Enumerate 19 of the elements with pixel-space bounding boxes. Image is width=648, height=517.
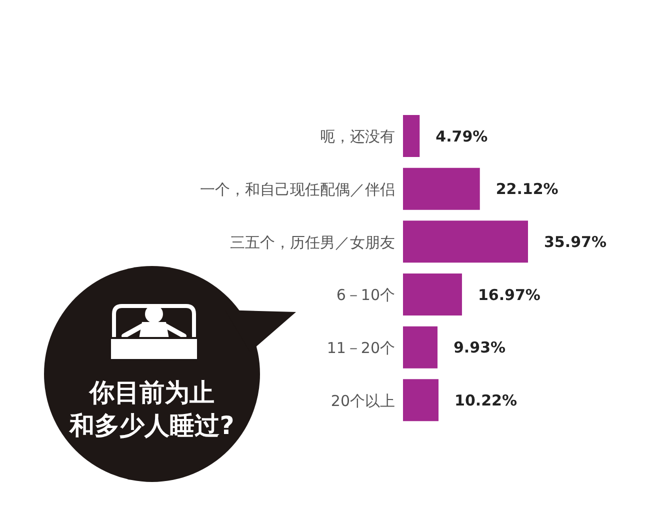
data-label: 35.97% <box>544 232 606 251</box>
data-label: 22.12% <box>496 180 558 198</box>
bar <box>403 168 480 210</box>
bar <box>403 220 528 263</box>
data-label: 10.22% <box>454 391 517 410</box>
y-tick-label: 11－20个 <box>326 339 395 358</box>
bar <box>403 115 420 157</box>
y-tick-label: 6－10个 <box>336 286 395 304</box>
y-tick-label: 呃，还没有 <box>320 128 395 146</box>
data-label: 9.93% <box>454 338 506 357</box>
bar <box>403 274 462 316</box>
data-label: 16.97% <box>478 286 540 304</box>
text: 你目前为止和多少人睡过? <box>70 378 234 440</box>
bar <box>403 379 439 422</box>
y-tick-label: 一个，和自己现任配偶／伴侣 <box>200 180 395 199</box>
y-tick-label: 三五个，历任男／女朋友 <box>230 233 395 252</box>
y-tick-label: 20个以上 <box>330 392 395 410</box>
bar <box>403 326 438 368</box>
data-label: 4.79% <box>436 127 488 146</box>
